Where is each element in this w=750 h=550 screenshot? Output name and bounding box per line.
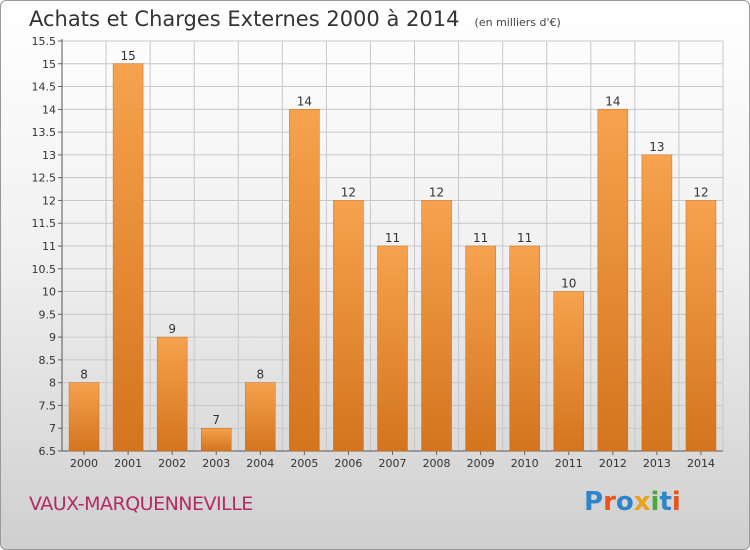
x-tick-label-2010: 2010 — [511, 457, 539, 470]
x-tick-label-2006: 2006 — [334, 457, 362, 470]
y-tick-label: 15.5 — [32, 35, 57, 48]
data-label-2004: 8 — [256, 368, 264, 382]
y-tick-label: 11.5 — [32, 217, 57, 230]
bar-2010 — [509, 245, 540, 452]
data-label-2013: 13 — [649, 140, 664, 154]
y-tick-label: 13.5 — [32, 126, 57, 139]
y-tick-label: 7 — [49, 422, 56, 435]
data-label-2007: 11 — [385, 231, 400, 245]
bar-2011 — [553, 291, 585, 452]
x-tick-label-2013: 2013 — [643, 457, 671, 470]
bar-2009 — [465, 245, 496, 452]
y-tick-label: 10 — [42, 286, 56, 299]
tick-labels: 6.5 7 7.5 8 8.5 9 9.5 10 10.5 11 11.5 12 12.5 13 13.5 1… — [32, 35, 715, 470]
data-label-2009: 11 — [473, 231, 488, 245]
x-tick-label-2005: 2005 — [290, 457, 318, 470]
data-label-2003: 7 — [212, 413, 220, 427]
chart-title: Achats et Charges Externes 2000 à 2014 — [29, 7, 460, 31]
bar-2004 — [245, 382, 276, 452]
data-label-2001: 15 — [120, 49, 135, 63]
x-tick-label-2014: 2014 — [687, 457, 715, 470]
y-tick-label: 8 — [49, 377, 56, 390]
x-tick-label-2012: 2012 — [599, 457, 627, 470]
bar-2001 — [112, 63, 144, 452]
y-tick-label: 15 — [42, 58, 56, 71]
data-label-2014: 12 — [693, 185, 708, 199]
bar-2007 — [377, 245, 408, 452]
town-name: VAUX-MARQUENNEVILLE — [29, 493, 253, 515]
bar-2014 — [685, 200, 717, 452]
y-tick-label: 6.5 — [39, 445, 57, 458]
data-label-2005: 14 — [297, 94, 312, 108]
data-label-2000: 8 — [80, 368, 88, 382]
bar-2003 — [200, 427, 232, 452]
data-label-2008: 12 — [429, 185, 444, 199]
bar-2002 — [156, 336, 188, 452]
x-tick-label-2002: 2002 — [158, 457, 186, 470]
bar-2013 — [641, 154, 673, 452]
bar-2012 — [597, 109, 629, 452]
x-tick-label-2004: 2004 — [246, 457, 274, 470]
data-label-2006: 12 — [341, 185, 356, 199]
y-tick-label: 10.5 — [32, 263, 57, 276]
bar-2000 — [68, 382, 100, 452]
y-tick-label: 11 — [42, 240, 56, 253]
bar-2005 — [289, 109, 320, 452]
data-label-2012: 14 — [605, 94, 620, 108]
bar-2008 — [421, 200, 452, 452]
proxiti-logo: Proxiti — [584, 487, 681, 517]
bar-2006 — [333, 200, 364, 452]
data-labels: 8 15 9 7 8 14 12 11 12 11 11 10 14 13 12 — [80, 49, 708, 427]
y-tick-label: 14.5 — [32, 81, 57, 94]
data-label-2002: 9 — [168, 322, 176, 336]
data-label-2010: 11 — [517, 231, 532, 245]
x-tick-label-2000: 2000 — [70, 457, 98, 470]
x-tick-label-2009: 2009 — [467, 457, 495, 470]
y-tick-label: 9 — [49, 331, 56, 344]
bars — [68, 63, 717, 452]
x-tick-label-2008: 2008 — [423, 457, 451, 470]
y-tick-label: 12 — [42, 194, 56, 207]
x-tick-label-2001: 2001 — [114, 457, 142, 470]
x-tick-label-2011: 2011 — [555, 457, 583, 470]
chart-header: Achats et Charges Externes 2000 à 2014 (… — [29, 7, 561, 31]
y-tick-label: 13 — [42, 149, 56, 162]
x-tick-label-2003: 2003 — [202, 457, 230, 470]
y-tick-label: 7.5 — [39, 399, 57, 412]
y-tick-label: 14 — [42, 103, 56, 116]
y-tick-label: 9.5 — [39, 308, 57, 321]
data-label-2011: 10 — [561, 277, 576, 291]
y-tick-label: 12.5 — [32, 172, 57, 185]
x-tick-label-2007: 2007 — [379, 457, 407, 470]
chart-unit: (en milliers d'€) — [474, 16, 561, 29]
y-tick-label: 8.5 — [39, 354, 57, 367]
